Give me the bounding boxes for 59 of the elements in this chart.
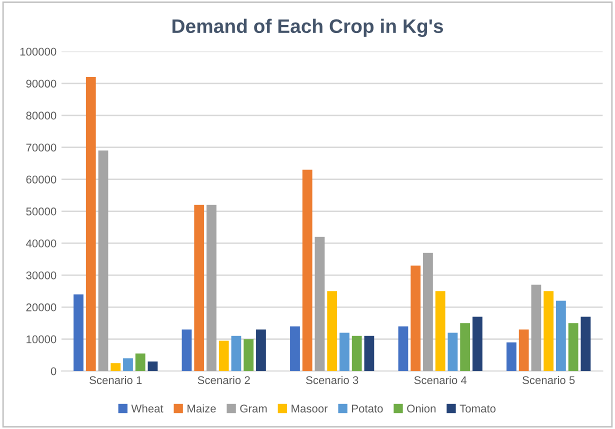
bar (448, 332, 458, 372)
x-tick-label: Scenario 2 (198, 376, 250, 384)
bar (544, 291, 554, 372)
legend-label: Potato (352, 404, 383, 413)
bar (148, 361, 158, 372)
legend-label: Gram (240, 404, 267, 413)
y-tick-label: 0 (50, 367, 56, 376)
bar (110, 363, 121, 372)
bar (123, 358, 133, 372)
bar (135, 354, 146, 372)
bar (423, 252, 433, 372)
y-tick-label: 60000 (26, 176, 56, 184)
legend-label: Maize (188, 404, 216, 413)
bar (398, 326, 408, 372)
y-tick-label: 100000 (20, 48, 56, 56)
bar (256, 330, 266, 372)
bar (531, 284, 542, 372)
bar (290, 326, 300, 372)
y-tick-label: 20000 (26, 303, 56, 312)
bar (435, 291, 446, 372)
bar (352, 336, 362, 372)
x-tick-label: Scenario 5 (522, 376, 575, 384)
bar (302, 170, 312, 372)
bar (518, 330, 529, 372)
bar (364, 336, 374, 372)
bar (86, 77, 96, 372)
bar (340, 332, 350, 372)
bar (244, 339, 254, 372)
y-tick-label: 50000 (26, 208, 56, 216)
legend-label: Wheat (131, 404, 164, 413)
bar (194, 204, 204, 372)
bar (218, 340, 229, 372)
bar (74, 294, 84, 372)
x-tick-label: Scenario 1 (90, 376, 142, 384)
x-tick-label: Scenario 3 (306, 376, 358, 384)
chart-title: Demand of Each Crop in Kg's (172, 18, 443, 37)
bar (472, 316, 482, 372)
bar (410, 266, 421, 372)
y-tick-label: 80000 (26, 112, 56, 120)
y-tick-label: 10000 (26, 335, 56, 344)
y-tick-label: 30000 (26, 271, 56, 280)
bar (98, 150, 108, 372)
bar (327, 291, 338, 372)
legend-label: Tomato (460, 404, 496, 413)
bar (314, 236, 325, 372)
y-tick-label: 40000 (26, 240, 56, 248)
legend-label: Onion (407, 404, 436, 413)
y-tick-label: 90000 (26, 80, 56, 88)
bar (182, 330, 192, 372)
bar (206, 204, 216, 372)
bar (568, 323, 578, 372)
legend-label: Masoor (292, 404, 328, 413)
bar (231, 336, 242, 372)
bar (460, 323, 470, 372)
bar (506, 342, 516, 372)
bar (556, 300, 566, 372)
y-tick-label: 70000 (26, 144, 56, 152)
bar (580, 316, 591, 372)
x-tick-label: Scenario 4 (414, 376, 467, 384)
